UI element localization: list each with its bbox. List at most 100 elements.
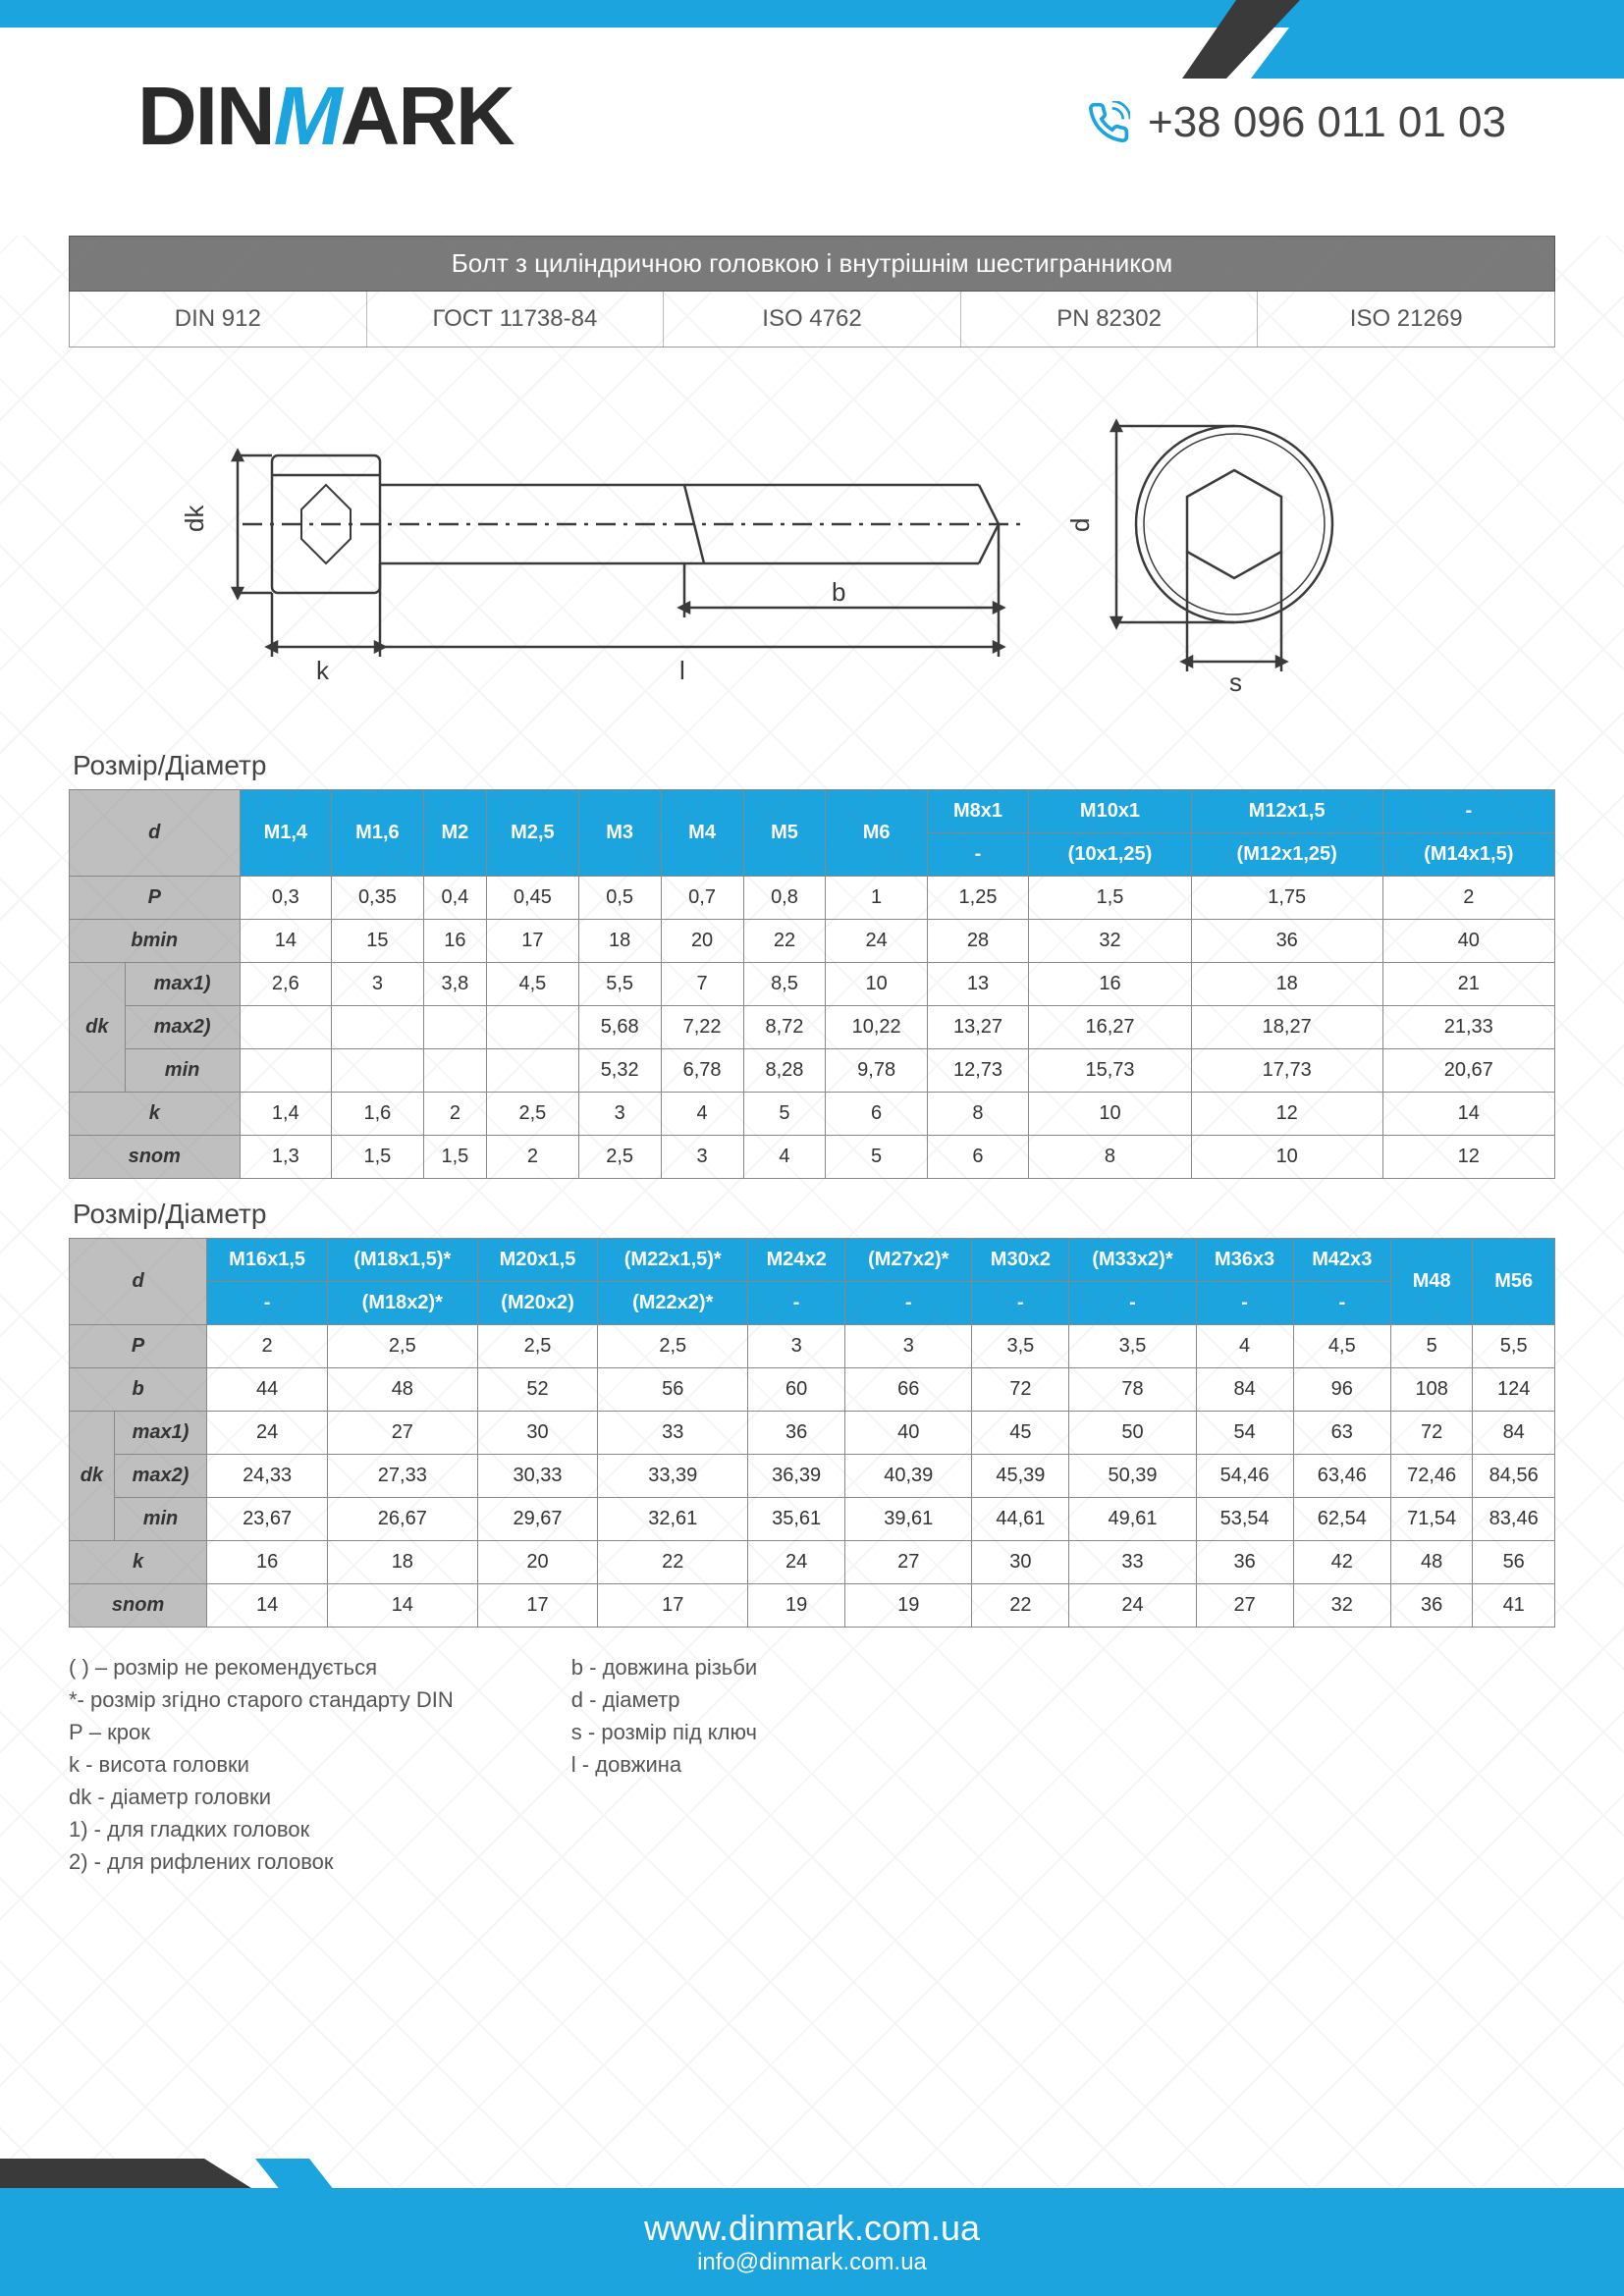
data-cell: 17,73	[1191, 1049, 1382, 1093]
data-cell: 5	[743, 1093, 826, 1136]
data-cell: 15,73	[1029, 1049, 1192, 1093]
data-cell: 7,22	[661, 1006, 743, 1049]
col-header: M5	[743, 790, 826, 877]
col-subheader: -	[845, 1282, 972, 1325]
col-subheader: -	[1293, 1282, 1390, 1325]
data-cell: 72	[972, 1368, 1069, 1412]
standard-cell: ГОСТ 11738-84	[367, 292, 665, 347]
dim-label-l: l	[679, 656, 685, 685]
data-cell: 4	[661, 1093, 743, 1136]
col-subheader: -	[1069, 1282, 1196, 1325]
data-cell: 17	[477, 1584, 598, 1628]
dim-label-s: s	[1229, 667, 1242, 697]
col-header: M3	[578, 790, 661, 877]
phone-number: +38 096 011 01 03	[1148, 98, 1506, 147]
data-cell: 0,8	[743, 877, 826, 920]
data-cell: 5,5	[1473, 1325, 1555, 1368]
spec-table-1: dM1,4M1,6M2M2,5M3M4M5M6M8x1M10x1M12x1,5-…	[69, 789, 1555, 1179]
legend-col-2: b - довжина різьбиd - діаметрs - розмір …	[571, 1651, 757, 1878]
data-cell: 2,5	[328, 1325, 478, 1368]
row-label: k	[70, 1541, 207, 1584]
data-cell: 84	[1196, 1368, 1293, 1412]
data-cell: 6,78	[661, 1049, 743, 1093]
data-cell: 30,33	[477, 1455, 598, 1498]
data-cell: 84,56	[1473, 1455, 1555, 1498]
product-title: Болт з циліндричною головкою і внутрішні…	[69, 236, 1555, 292]
data-cell	[487, 1049, 579, 1093]
col-header: M6	[826, 790, 927, 877]
spec-table-2: dM16x1,5(M18x1,5)*M20x1,5(M22x1,5)*M24x2…	[69, 1238, 1555, 1628]
legend-line: 1) - для гладких головок	[69, 1813, 454, 1845]
data-cell: 6	[927, 1136, 1028, 1179]
legend-line: Р – крок	[69, 1716, 454, 1748]
data-cell: 56	[1473, 1541, 1555, 1584]
data-cell: 1,25	[927, 877, 1028, 920]
data-cell: 1,4	[240, 1093, 332, 1136]
data-cell: 48	[328, 1368, 478, 1412]
row-sublabel: max1)	[125, 963, 240, 1006]
data-cell: 5,5	[578, 963, 661, 1006]
data-cell: 4,5	[487, 963, 579, 1006]
data-cell: 20	[661, 920, 743, 963]
data-cell: 30	[477, 1412, 598, 1455]
phone-icon	[1087, 101, 1130, 144]
data-cell: 40	[1382, 920, 1554, 963]
data-cell: 5,32	[578, 1049, 661, 1093]
row-sublabel: max2)	[125, 1006, 240, 1049]
data-cell: 1,5	[423, 1136, 486, 1179]
footer: www.dinmark.com.ua info@dinmark.com.ua	[0, 2168, 1624, 2296]
data-cell: 14	[240, 920, 332, 963]
data-cell: 32,61	[598, 1498, 748, 1541]
data-cell: 1	[826, 877, 927, 920]
col-subheader: (M18x2)*	[328, 1282, 478, 1325]
brand-logo: DINMARK	[137, 69, 514, 164]
footer-url: www.dinmark.com.ua	[644, 2208, 980, 2249]
col-header: M2,5	[487, 790, 579, 877]
data-cell: 12,73	[927, 1049, 1028, 1093]
legend-col-1: ( ) – розмір не рекомендується*- розмір …	[69, 1651, 454, 1878]
col-header: (M18x1,5)*	[328, 1239, 478, 1282]
data-cell: 14	[1382, 1093, 1554, 1136]
legend-line: b - довжина різьби	[571, 1651, 757, 1683]
data-cell: 16	[207, 1541, 328, 1584]
data-cell: 63,46	[1293, 1455, 1390, 1498]
data-cell: 0,5	[578, 877, 661, 920]
row-label: P	[70, 1325, 207, 1368]
data-cell: 96	[1293, 1368, 1390, 1412]
col-subheader: (10x1,25)	[1029, 833, 1192, 877]
data-cell: 2	[423, 1093, 486, 1136]
data-cell: 36	[1390, 1584, 1473, 1628]
data-cell: 0,45	[487, 877, 579, 920]
legend: ( ) – розмір не рекомендується*- розмір …	[69, 1651, 1555, 1878]
data-cell: 49,61	[1069, 1498, 1196, 1541]
col-header: -	[1382, 790, 1554, 833]
data-cell: 33	[598, 1412, 748, 1455]
col-subheader: -	[1196, 1282, 1293, 1325]
col-subheader: -	[927, 833, 1028, 877]
content-area: Болт з циліндричною головкою і внутрішні…	[0, 236, 1624, 1878]
data-cell: 0,35	[332, 877, 424, 920]
row-label: dk	[70, 963, 126, 1093]
data-cell: 72,46	[1390, 1455, 1473, 1498]
data-cell: 2	[1382, 877, 1554, 920]
data-cell: 5	[1390, 1325, 1473, 1368]
data-cell: 32	[1029, 920, 1192, 963]
data-cell: 16	[1029, 963, 1192, 1006]
data-cell	[240, 1049, 332, 1093]
data-cell: 6	[826, 1093, 927, 1136]
col-header: M48	[1390, 1239, 1473, 1325]
data-cell	[240, 1006, 332, 1049]
data-cell: 2	[487, 1136, 579, 1179]
col-header: (M22x1,5)*	[598, 1239, 748, 1282]
dim-label-b: b	[832, 577, 845, 607]
data-cell: 3,8	[423, 963, 486, 1006]
data-cell: 10	[826, 963, 927, 1006]
data-cell: 32	[1293, 1584, 1390, 1628]
row-sublabel: max1)	[114, 1412, 206, 1455]
col-subheader: (M20x2)	[477, 1282, 598, 1325]
data-cell: 1,75	[1191, 877, 1382, 920]
data-cell	[423, 1049, 486, 1093]
row-label: k	[70, 1093, 241, 1136]
data-cell: 8,5	[743, 963, 826, 1006]
col-subheader: (M14x1,5)	[1382, 833, 1554, 877]
